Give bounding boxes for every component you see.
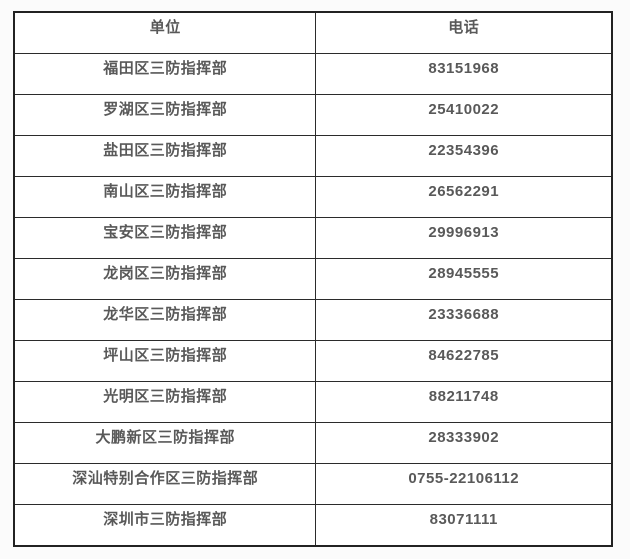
phone-cell: 0755-22106112 (315, 463, 613, 505)
column-header-unit: 单位 (13, 11, 317, 54)
table-body: 福田区三防指挥部 83151968 罗湖区三防指挥部 25410022 盐田区三… (13, 53, 613, 547)
table-header: 单位 电话 (13, 11, 613, 54)
table-row: 宝安区三防指挥部 29996913 (13, 217, 613, 259)
unit-cell: 罗湖区三防指挥部 (13, 94, 317, 136)
phone-cell: 28945555 (315, 258, 613, 300)
unit-cell: 宝安区三防指挥部 (13, 217, 317, 259)
unit-cell: 南山区三防指挥部 (13, 176, 317, 218)
table-row: 龙岗区三防指挥部 28945555 (13, 258, 613, 300)
unit-cell: 深圳市三防指挥部 (13, 504, 317, 547)
unit-cell: 深汕特别合作区三防指挥部 (13, 463, 317, 505)
unit-cell: 盐田区三防指挥部 (13, 135, 317, 177)
phone-cell: 83071111 (315, 504, 613, 547)
phone-cell: 88211748 (315, 381, 613, 423)
phone-cell: 29996913 (315, 217, 613, 259)
table-row: 南山区三防指挥部 26562291 (13, 176, 613, 218)
phone-cell: 25410022 (315, 94, 613, 136)
column-header-phone: 电话 (315, 11, 613, 54)
table-row: 光明区三防指挥部 88211748 (13, 381, 613, 423)
page-body: 单位 电话 福田区三防指挥部 83151968 罗湖区三防指挥部 2541002… (13, 11, 613, 547)
phone-cell: 22354396 (315, 135, 613, 177)
unit-cell: 大鹏新区三防指挥部 (13, 422, 317, 464)
phone-cell: 83151968 (315, 53, 613, 95)
table-row: 坪山区三防指挥部 84622785 (13, 340, 613, 382)
unit-cell: 福田区三防指挥部 (13, 53, 317, 95)
table-row: 深圳市三防指挥部 83071111 (13, 504, 613, 547)
table-row: 罗湖区三防指挥部 25410022 (13, 94, 613, 136)
unit-cell: 龙岗区三防指挥部 (13, 258, 317, 300)
unit-cell: 坪山区三防指挥部 (13, 340, 317, 382)
unit-cell: 光明区三防指挥部 (13, 381, 317, 423)
phone-cell: 26562291 (315, 176, 613, 218)
header-row: 单位 电话 (13, 11, 613, 54)
table-row: 盐田区三防指挥部 22354396 (13, 135, 613, 177)
phone-cell: 28333902 (315, 422, 613, 464)
phone-cell: 23336688 (315, 299, 613, 341)
table-row: 福田区三防指挥部 83151968 (13, 53, 613, 95)
table-row: 大鹏新区三防指挥部 28333902 (13, 422, 613, 464)
table-row: 龙华区三防指挥部 23336688 (13, 299, 613, 341)
phone-cell: 84622785 (315, 340, 613, 382)
contact-table: 单位 电话 福田区三防指挥部 83151968 罗湖区三防指挥部 2541002… (13, 11, 613, 547)
table-row: 深汕特别合作区三防指挥部 0755-22106112 (13, 463, 613, 505)
unit-cell: 龙华区三防指挥部 (13, 299, 317, 341)
